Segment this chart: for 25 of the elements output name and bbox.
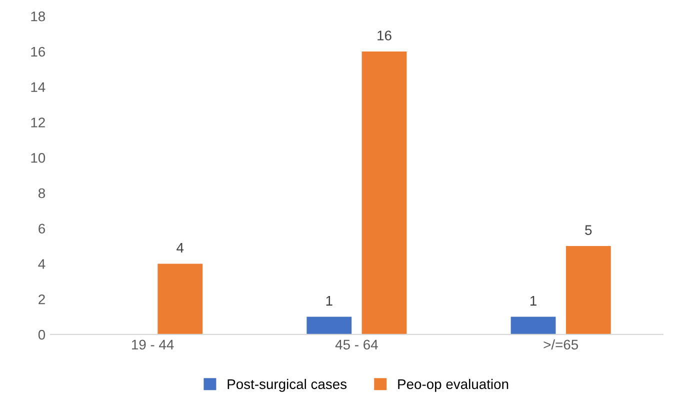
data-label: 1 <box>530 296 536 306</box>
legend-label: Post-surgical cases <box>228 378 347 392</box>
data-label: 1 <box>326 296 332 306</box>
y-tick-label: 14 <box>31 82 46 92</box>
bar <box>510 316 556 334</box>
bar <box>158 264 203 334</box>
bar <box>306 316 352 334</box>
y-tick-label: 4 <box>38 259 46 269</box>
x-tick-label: >/=65 <box>544 339 578 350</box>
data-label: 4 <box>176 242 184 253</box>
x-tick-label: 45 - 64 <box>335 340 378 350</box>
y-tick-label: 16 <box>31 46 46 57</box>
legend-label: Peo-op evaluation <box>398 378 508 392</box>
y-tick-label: 18 <box>31 11 46 22</box>
data-label: 5 <box>585 225 592 235</box>
x-tick-label: 19 - 44 <box>132 340 174 350</box>
y-tick-label: 12 <box>31 118 45 128</box>
y-tick-label: 8 <box>38 188 46 198</box>
y-tick-label: 2 <box>38 294 45 304</box>
data-label: 16 <box>378 30 392 40</box>
y-tick-label: 10 <box>31 152 46 163</box>
y-tick-label: 0 <box>38 330 46 340</box>
bar <box>362 51 407 334</box>
y-tick-label: 6 <box>38 224 46 234</box>
bar <box>566 246 611 334</box>
